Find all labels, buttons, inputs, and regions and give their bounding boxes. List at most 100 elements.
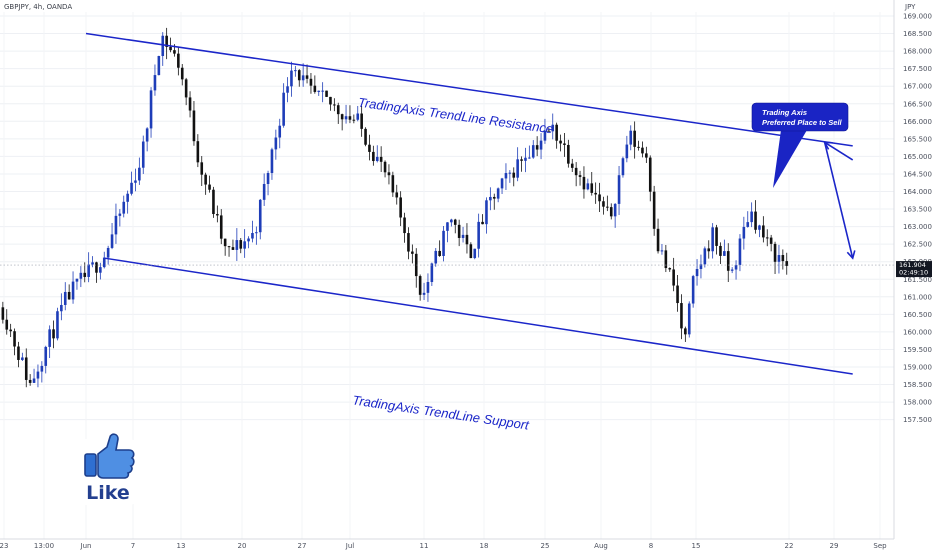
candle-body [501,178,504,188]
candle-body [758,225,761,229]
candle-body [427,282,430,293]
candle-body [216,214,219,215]
price-tick-label: 163.000 [903,223,932,231]
price-tick-label: 169.000 [903,13,932,21]
price-tick-label: 167.500 [903,65,932,73]
price-tick-label: 160.500 [903,311,932,319]
candle-body [271,149,274,173]
candle-body [146,128,149,141]
currency-label: JPY [904,3,916,11]
candle-body [653,192,656,229]
support-label: TradingAxis TrendLine Support [351,392,531,432]
candle-body [64,292,67,305]
candle-body [212,190,215,214]
candle-body [130,183,133,194]
candle-body [442,231,445,256]
candle-body [255,232,258,233]
candle-body [563,143,566,144]
candle-body [80,273,83,279]
candle-body [649,158,652,192]
candle-body [259,200,262,232]
price-tick-label: 165.000 [903,153,932,161]
candle-body [618,175,621,204]
candle-body [489,197,492,200]
candle-body [228,246,231,247]
candle-body [778,255,781,262]
candle-body [477,222,480,249]
price-tick-label: 161.000 [903,293,932,301]
candle-body [372,152,375,161]
candle-body [115,216,118,235]
candle-body [376,157,379,161]
candle-body [395,192,398,197]
candle-body [434,251,437,264]
candle-body [282,93,285,126]
price-tick-label: 166.000 [903,118,932,126]
time-tick-label: 27 [298,542,307,550]
candle-body [470,244,473,258]
candle-body [719,246,722,256]
candle-body [13,331,16,346]
candle-body [21,357,24,360]
candle-body [380,157,383,162]
candle-body [606,207,609,208]
like-badge[interactable]: Like [80,434,136,505]
candle-body [750,212,753,223]
price-tick-label: 166.500 [903,100,932,108]
candle-body [770,238,773,244]
candle-body [193,111,196,142]
candle-body [356,114,359,120]
candle-body [37,372,40,379]
candle-body [294,70,297,71]
candle-body [450,220,453,223]
time-tick-label: 18 [480,542,489,550]
candle-body [532,145,535,157]
price-tick-label: 158.000 [903,399,932,407]
candle-body [134,180,137,182]
candle-body [704,248,707,264]
candle-body [111,234,114,248]
candle-body [661,250,664,251]
time-tick-label: 25 [541,542,550,550]
resistance-trendline[interactable] [86,34,853,146]
candle-body [774,244,777,262]
candle-body [76,279,79,282]
candle-body [173,50,176,53]
price-tick-label: 159.000 [903,364,932,372]
candle-body [692,276,695,303]
time-tick-label: Aug [594,542,608,550]
candle-body [48,329,51,347]
candle-body [540,141,543,150]
candle-body [314,86,317,92]
candle-body [680,303,683,328]
candle-body [138,168,141,181]
candle-body [349,116,352,120]
candle-body [516,159,519,177]
candle-body [509,173,512,174]
candle-body [583,177,586,189]
candle-body [419,276,422,295]
candle-body [512,173,515,178]
candle-body [247,239,250,242]
candle-body [384,162,387,173]
candle-body [321,91,324,92]
candle-body [594,193,597,195]
candle-body [208,185,211,190]
price-tick-label: 162.500 [903,241,932,249]
candle-body [696,269,699,276]
candle-body [485,200,488,224]
callout-line1: Trading Axis [762,108,807,117]
candle-body [629,131,632,145]
candle-body [169,47,172,50]
support-trendline[interactable] [105,258,853,374]
candle-body [399,197,402,217]
candle-body [200,162,203,174]
candle-body [329,97,332,105]
candle-body [341,114,344,119]
time-tick-label: Jun [80,542,92,550]
candle-body [278,126,281,138]
time-tick-label: 7 [131,542,135,550]
price-tick-label: 165.500 [903,135,932,143]
candle-body [197,141,200,162]
